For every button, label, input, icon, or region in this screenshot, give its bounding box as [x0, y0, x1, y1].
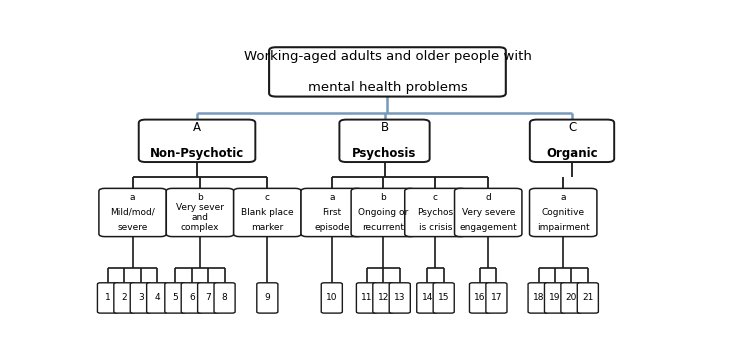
- Text: Blank place: Blank place: [241, 208, 293, 217]
- FancyBboxPatch shape: [130, 283, 151, 313]
- Text: 16: 16: [474, 294, 486, 303]
- Text: recurrent: recurrent: [362, 223, 404, 232]
- Text: 6: 6: [189, 294, 194, 303]
- Text: 10: 10: [326, 294, 337, 303]
- FancyBboxPatch shape: [578, 283, 599, 313]
- Text: Psychos: Psychos: [417, 208, 454, 217]
- FancyBboxPatch shape: [417, 283, 438, 313]
- Text: 11: 11: [361, 294, 373, 303]
- FancyBboxPatch shape: [486, 283, 507, 313]
- FancyBboxPatch shape: [389, 283, 411, 313]
- Text: Working-aged adults and older people with: Working-aged adults and older people wit…: [243, 50, 531, 63]
- FancyBboxPatch shape: [98, 283, 119, 313]
- Text: mental health problems: mental health problems: [308, 81, 467, 94]
- FancyBboxPatch shape: [528, 283, 549, 313]
- Text: 20: 20: [565, 294, 577, 303]
- FancyBboxPatch shape: [469, 283, 491, 313]
- FancyBboxPatch shape: [339, 120, 429, 162]
- Text: complex: complex: [181, 223, 219, 232]
- FancyBboxPatch shape: [404, 188, 466, 237]
- Text: 19: 19: [550, 294, 561, 303]
- Text: is crisis: is crisis: [419, 223, 452, 232]
- Text: d: d: [485, 193, 491, 202]
- Text: 14: 14: [422, 294, 433, 303]
- Text: c: c: [433, 193, 438, 202]
- FancyBboxPatch shape: [214, 283, 235, 313]
- Text: engagement: engagement: [460, 223, 517, 232]
- Text: Very sever: Very sever: [176, 203, 224, 212]
- Text: b: b: [380, 193, 386, 202]
- FancyBboxPatch shape: [114, 283, 135, 313]
- Text: 18: 18: [533, 294, 544, 303]
- Text: 17: 17: [491, 294, 502, 303]
- Text: Cognitive: Cognitive: [541, 208, 585, 217]
- FancyBboxPatch shape: [269, 47, 506, 97]
- Text: 1: 1: [105, 294, 111, 303]
- FancyBboxPatch shape: [165, 283, 186, 313]
- Text: and: and: [191, 213, 209, 222]
- FancyBboxPatch shape: [351, 188, 416, 237]
- FancyBboxPatch shape: [139, 120, 256, 162]
- Text: First: First: [322, 208, 342, 217]
- Text: 13: 13: [394, 294, 405, 303]
- FancyBboxPatch shape: [234, 188, 301, 237]
- FancyBboxPatch shape: [544, 283, 565, 313]
- Text: 4: 4: [154, 294, 160, 303]
- Text: Non-Psychotic: Non-Psychotic: [150, 147, 244, 160]
- Text: Organic: Organic: [546, 147, 598, 160]
- Text: 5: 5: [172, 294, 178, 303]
- Text: impairment: impairment: [537, 223, 590, 232]
- FancyBboxPatch shape: [166, 188, 234, 237]
- Text: B: B: [380, 121, 389, 134]
- Text: severe: severe: [117, 223, 147, 232]
- Text: C: C: [568, 121, 576, 134]
- FancyBboxPatch shape: [454, 188, 522, 237]
- Text: 9: 9: [265, 294, 270, 303]
- FancyBboxPatch shape: [529, 188, 597, 237]
- Text: c: c: [265, 193, 270, 202]
- Text: 15: 15: [438, 294, 450, 303]
- FancyBboxPatch shape: [373, 283, 394, 313]
- Text: a: a: [329, 193, 335, 202]
- Text: 7: 7: [206, 294, 211, 303]
- FancyBboxPatch shape: [356, 283, 377, 313]
- Text: 2: 2: [122, 294, 127, 303]
- Text: 12: 12: [378, 294, 389, 303]
- Text: 3: 3: [138, 294, 144, 303]
- Text: a: a: [560, 193, 566, 202]
- FancyBboxPatch shape: [530, 120, 614, 162]
- Text: Mild/mod/: Mild/mod/: [110, 208, 155, 217]
- FancyBboxPatch shape: [561, 283, 582, 313]
- Text: marker: marker: [251, 223, 284, 232]
- FancyBboxPatch shape: [257, 283, 278, 313]
- FancyBboxPatch shape: [99, 188, 166, 237]
- FancyBboxPatch shape: [147, 283, 168, 313]
- FancyBboxPatch shape: [321, 283, 342, 313]
- Text: a: a: [130, 193, 135, 202]
- Text: A: A: [193, 121, 201, 134]
- Text: 8: 8: [222, 294, 228, 303]
- FancyBboxPatch shape: [301, 188, 363, 237]
- FancyBboxPatch shape: [181, 283, 203, 313]
- Text: episode: episode: [314, 223, 349, 232]
- Text: Ongoing or: Ongoing or: [358, 208, 408, 217]
- Text: Psychosis: Psychosis: [352, 147, 417, 160]
- Text: b: b: [197, 193, 203, 202]
- Text: 21: 21: [582, 294, 593, 303]
- Text: Very severe: Very severe: [461, 208, 515, 217]
- FancyBboxPatch shape: [433, 283, 454, 313]
- FancyBboxPatch shape: [197, 283, 218, 313]
